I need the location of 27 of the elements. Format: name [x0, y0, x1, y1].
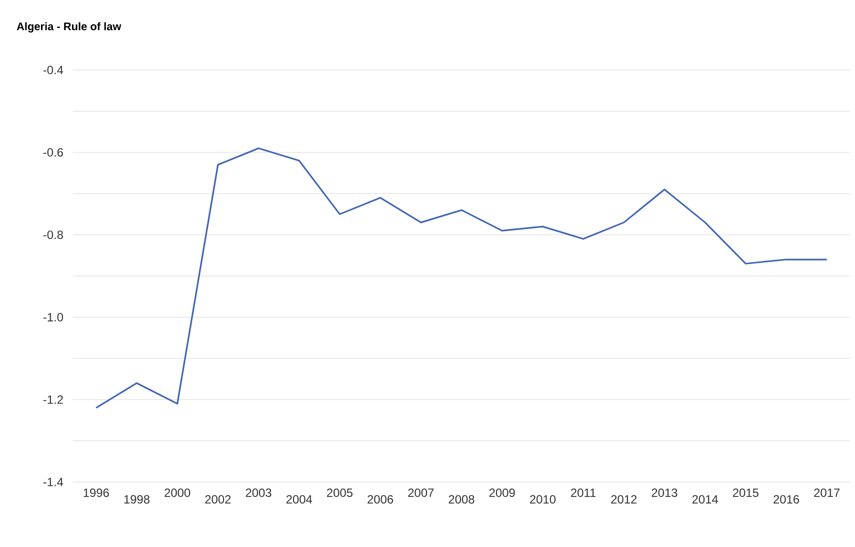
y-tick-label: -0.4 [43, 66, 64, 74]
x-tick-label: 2013 [652, 488, 678, 497]
x-tick-label: 2006 [368, 495, 394, 504]
x-tick-label: 2003 [246, 488, 272, 497]
x-tick-label: 2007 [408, 488, 434, 497]
x-tick-label: 2014 [692, 495, 718, 504]
y-tick-label: -1.2 [43, 395, 63, 404]
x-tick-label: 1996 [84, 488, 109, 497]
x-tick-label: 2016 [774, 495, 800, 504]
chart-title: Algeria - Rule of law [16, 22, 122, 33]
x-tick-label: 2011 [571, 488, 596, 497]
x-tick-label: 2017 [814, 488, 840, 497]
y-tick-label: -1.4 [43, 478, 64, 486]
x-tick-label: 2008 [448, 495, 474, 504]
x-tick-label: 2000 [164, 488, 190, 497]
x-tick-label: 1998 [124, 495, 150, 504]
x-tick-label: 2015 [732, 488, 758, 497]
line-series [95, 147, 828, 409]
y-tick-label: -0.8 [43, 230, 63, 240]
x-tick-label: 2004 [286, 495, 312, 504]
x-tick-label: 2002 [205, 495, 231, 504]
x-tick-label: 2005 [327, 488, 352, 497]
x-tick-label: 2010 [530, 495, 556, 504]
y-tick-label: -0.6 [43, 148, 63, 157]
x-tick-label: 2009 [489, 488, 515, 497]
x-tick-label: 2012 [611, 495, 637, 504]
y-tick-label: -1.0 [43, 312, 64, 322]
